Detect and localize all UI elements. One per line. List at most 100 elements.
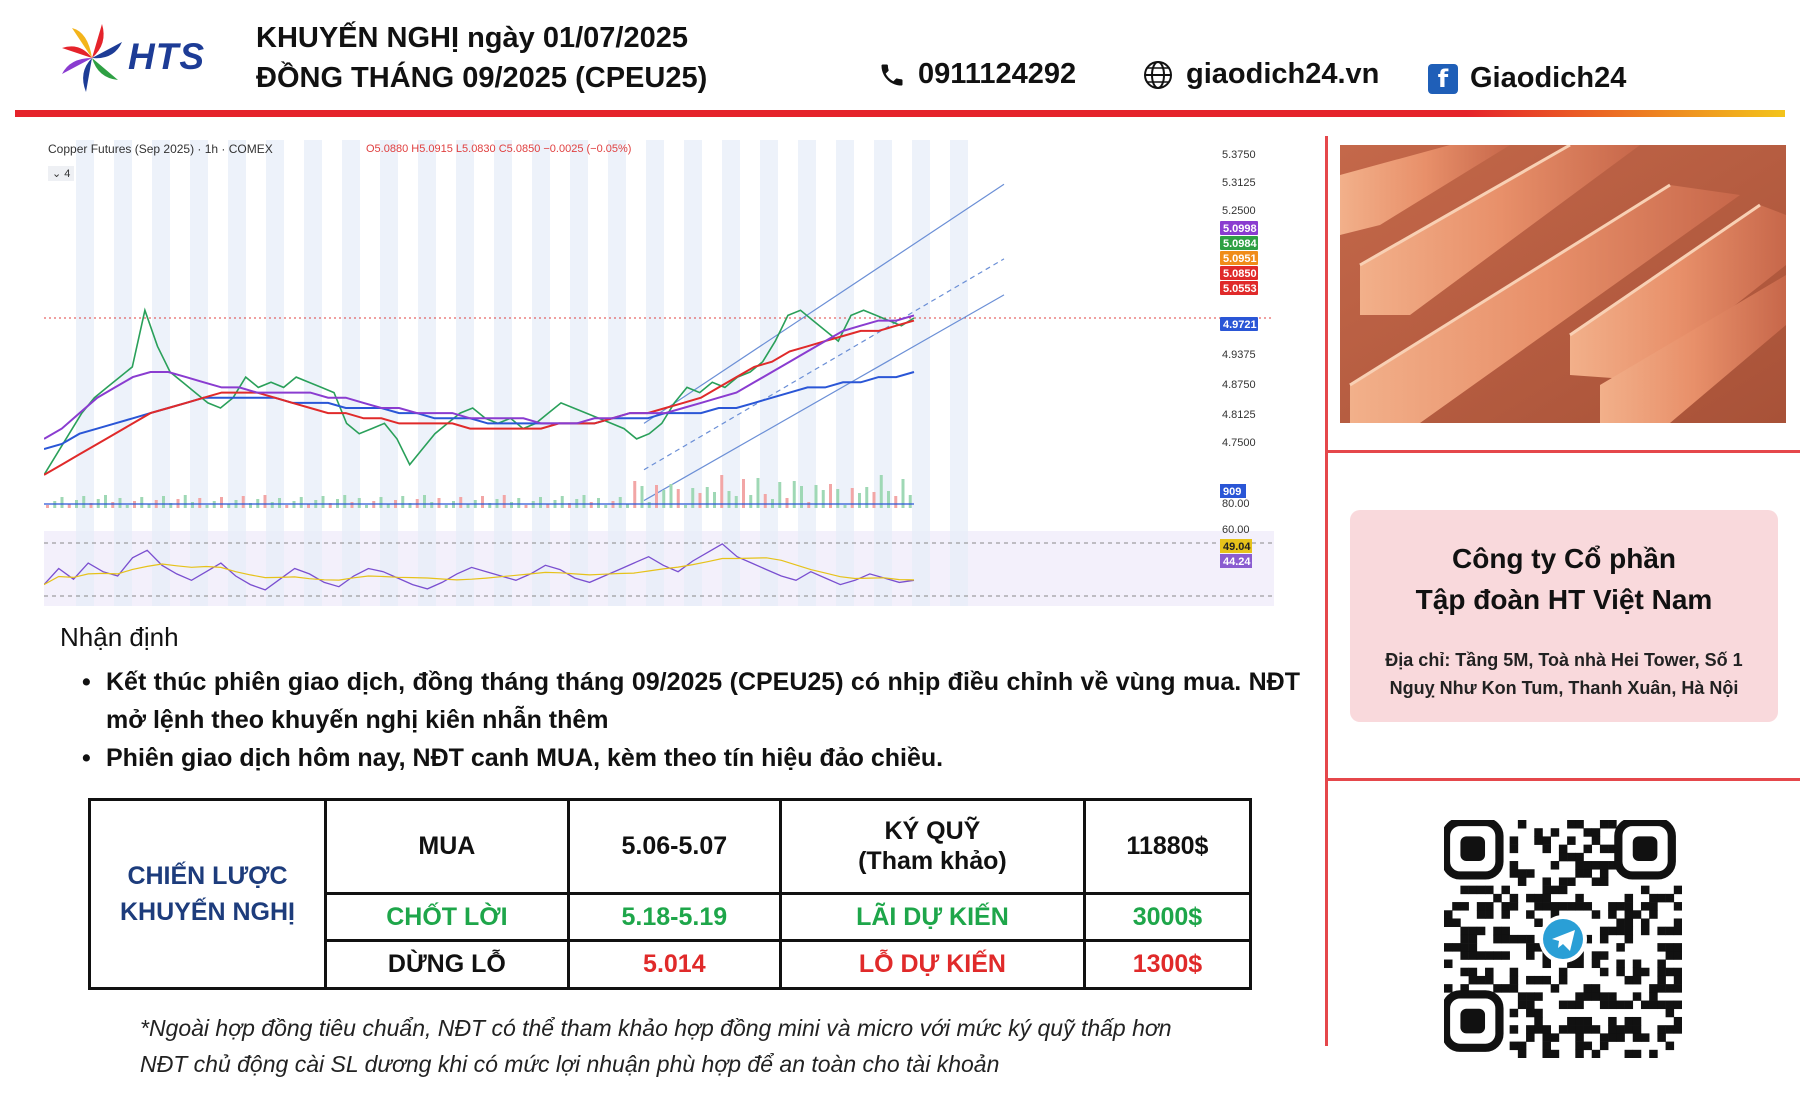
qr-module — [1550, 910, 1560, 919]
qr-module — [1550, 1049, 1560, 1058]
qr-module — [1534, 1016, 1543, 1026]
qr-module — [1517, 1000, 1527, 1010]
volume-bar — [618, 497, 622, 508]
volume-bar — [589, 502, 593, 508]
qr-module — [1575, 1000, 1584, 1010]
qr-module — [1624, 926, 1634, 936]
qr-module — [1542, 975, 1551, 985]
qr-module — [1509, 967, 1519, 977]
volume-bar — [263, 495, 267, 508]
session-band — [266, 140, 284, 606]
volume-bar — [647, 502, 651, 508]
volume-bar — [814, 485, 818, 508]
facebook-page: Giaodich24 — [1470, 62, 1627, 94]
hts-logo-mark — [62, 24, 122, 92]
qr-module — [1526, 943, 1535, 952]
qr-module — [1501, 934, 1510, 944]
qr-module — [1673, 926, 1682, 936]
qr-module — [1632, 959, 1642, 969]
qr-module — [1542, 1025, 1551, 1034]
volume-bar — [111, 502, 115, 508]
price-tag-label: 5.0998 — [1223, 223, 1257, 235]
volume-bar — [357, 498, 361, 508]
volume-tag — [1220, 484, 1246, 498]
volume-bar — [821, 490, 825, 508]
channel-mid-line — [643, 258, 1005, 471]
qr-module — [1608, 926, 1617, 936]
qr-module — [1649, 1049, 1658, 1058]
qr-module — [1542, 902, 1551, 911]
qr-module — [1591, 910, 1601, 919]
qr-module — [1591, 959, 1601, 969]
qr-module — [1640, 1000, 1650, 1010]
indicator-collapse-badge[interactable]: ⌄ 4 — [48, 166, 75, 181]
qr-module — [1673, 984, 1682, 993]
qr-module — [1452, 902, 1461, 911]
volume-bar — [785, 498, 789, 508]
qr-module — [1657, 967, 1666, 977]
qr-module — [1468, 951, 1478, 960]
qr-module — [1616, 943, 1625, 952]
volume-bar — [829, 484, 832, 508]
qr-module — [1649, 910, 1658, 919]
qr-module — [1673, 967, 1682, 977]
qr-module — [1575, 820, 1584, 829]
volume-bar — [125, 505, 129, 508]
volume-bar — [220, 497, 223, 508]
qr-module — [1493, 984, 1502, 993]
session-band — [646, 140, 664, 606]
volume-bar — [191, 502, 194, 508]
qr-module — [1460, 943, 1469, 952]
facebook-contact[interactable]: f Giaodich24 — [1428, 62, 1626, 95]
qr-module — [1575, 902, 1584, 911]
volume-bar — [183, 495, 187, 508]
qr-module — [1444, 918, 1453, 927]
volume-bar — [147, 504, 151, 508]
volume-bar — [908, 495, 912, 508]
session-band — [684, 140, 702, 606]
volume-bar — [60, 497, 64, 508]
qr-module — [1509, 902, 1519, 911]
qr-module — [1575, 1033, 1584, 1042]
session-band — [228, 140, 246, 606]
volume-bar — [270, 502, 274, 508]
qr-module — [1517, 1049, 1527, 1058]
price-tick-label: 4.8125 — [1222, 409, 1256, 421]
website-contact[interactable]: giaodich24.vn — [1142, 58, 1379, 91]
qr-module — [1534, 828, 1543, 837]
telegram-qr-code[interactable] — [1444, 820, 1682, 1058]
price-tick-label: 4.7500 — [1222, 437, 1256, 449]
rsi-tag-label: 44.24 — [1223, 556, 1251, 568]
qr-module — [1624, 918, 1634, 927]
qr-module — [1673, 885, 1682, 895]
qr-module — [1632, 1025, 1642, 1034]
qr-module — [1583, 984, 1593, 993]
session-band — [342, 140, 360, 606]
header: HTS KHUYẾN NGHỊ ngày 01/07/2025 ĐỒNG THÁ… — [0, 0, 1800, 120]
qr-module — [1583, 861, 1593, 870]
qr-module — [1517, 992, 1527, 1001]
phone-contact[interactable]: 0911124292 — [878, 58, 1076, 91]
qr-module — [1558, 1000, 1568, 1010]
qr-module — [1444, 943, 1453, 952]
qr-module — [1608, 992, 1617, 1001]
volume-bar — [843, 505, 847, 508]
volume-bar — [894, 496, 898, 508]
qr-module — [1632, 1033, 1642, 1042]
volume-bar — [321, 496, 325, 508]
strategy-label-line1: CHIẾN LƯỢC — [127, 862, 288, 890]
qr-module — [1468, 967, 1478, 977]
chart-title: Copper Futures (Sep 2025) · 1h · COMEX — [48, 142, 273, 156]
volume-bar — [241, 496, 245, 508]
session-band — [950, 140, 968, 606]
volume-bar — [655, 485, 658, 508]
qr-module — [1657, 943, 1666, 952]
qr-finder-outer — [1614, 820, 1676, 880]
volume-bar — [720, 475, 724, 508]
qr-module — [1583, 902, 1593, 911]
qr-module — [1599, 951, 1609, 960]
volume-bar — [517, 498, 521, 508]
analysis-section: Nhận định Kết thúc phiên giao dịch, đồng… — [60, 622, 1300, 777]
qr-module — [1460, 926, 1469, 936]
qr-finder-outer — [1444, 990, 1504, 1052]
